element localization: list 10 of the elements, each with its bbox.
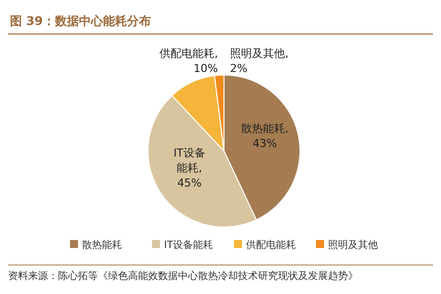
legend-label: 供配电能耗 [246, 239, 296, 251]
data-label: 散热能耗,43% [241, 122, 289, 150]
legend-label: 照明及其他 [328, 239, 378, 251]
data-label: IT设备能耗,45% [173, 146, 206, 190]
chart-title: 图 39：数据中心能耗分布 [10, 14, 151, 28]
legend-label: 散热能耗 [82, 239, 122, 251]
text: 资料来源：陈心拓等《绿色高能效数据中心散热冷却技术研究现状及发展趋势》 [8, 270, 358, 282]
legend-label: IT设备能耗 [164, 239, 214, 251]
data-label: 供配电能耗,10% [160, 47, 218, 75]
data-label: 照明及其他,2% [230, 47, 288, 75]
